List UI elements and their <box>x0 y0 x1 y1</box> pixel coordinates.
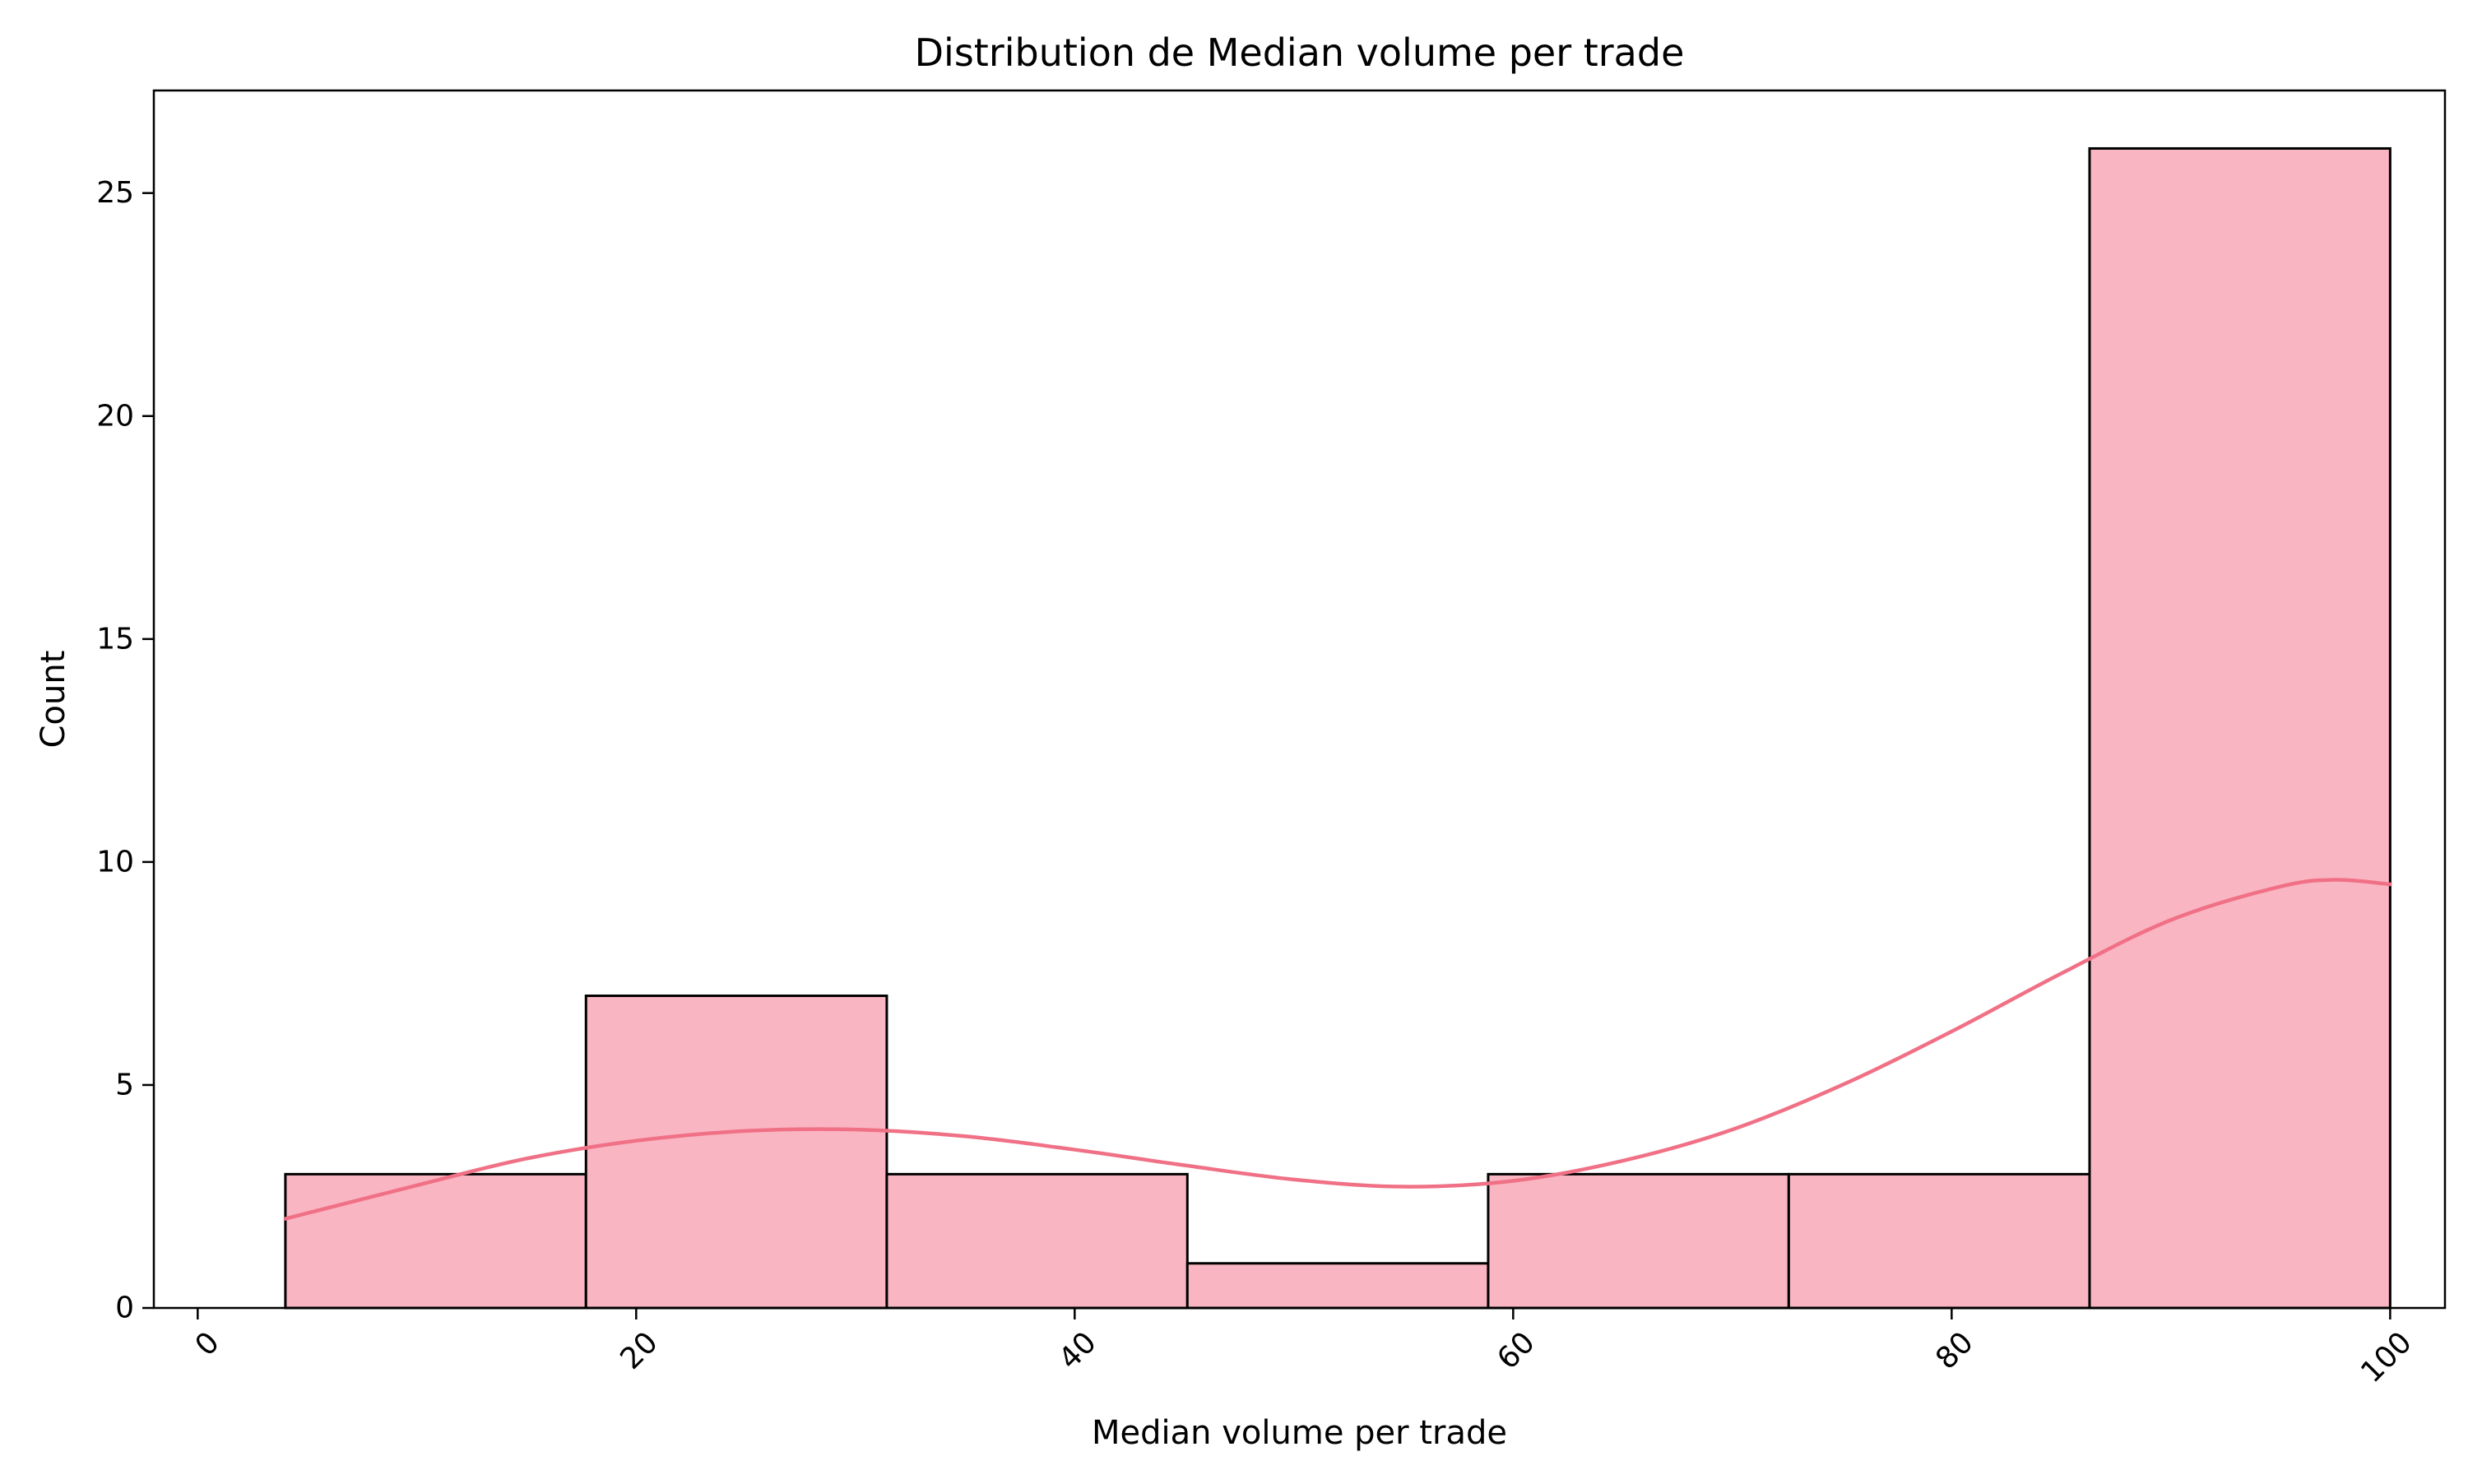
axes-frame <box>152 89 2447 1310</box>
histogram-bar <box>584 995 888 1310</box>
y-tick-label: 15 <box>96 622 134 656</box>
y-tick-label: 10 <box>96 845 134 879</box>
y-axis-label: Count <box>35 651 72 749</box>
y-tick-label: 20 <box>96 399 134 433</box>
histogram-bar <box>885 1172 1189 1310</box>
y-tick-label: 0 <box>115 1292 134 1325</box>
histogram-bar <box>2088 146 2391 1310</box>
y-tick-label: 25 <box>96 176 134 210</box>
y-axis-ticks: 0 5 10 15 20 25 <box>96 176 154 1325</box>
y-tick-label: 5 <box>115 1068 134 1101</box>
x-axis-label: Median volume per trade <box>1092 1414 1507 1452</box>
histogram-bar <box>1787 1172 2091 1310</box>
histogram-bar <box>284 1172 587 1310</box>
kde-layer <box>283 878 2392 1221</box>
histogram-bar <box>1185 1262 1490 1310</box>
bars-layer <box>284 146 2391 1310</box>
histogram-bar <box>1487 1172 1790 1310</box>
kde-curve <box>283 878 2392 1221</box>
chart-title: Distribution de Median volume per trade <box>915 30 1685 75</box>
